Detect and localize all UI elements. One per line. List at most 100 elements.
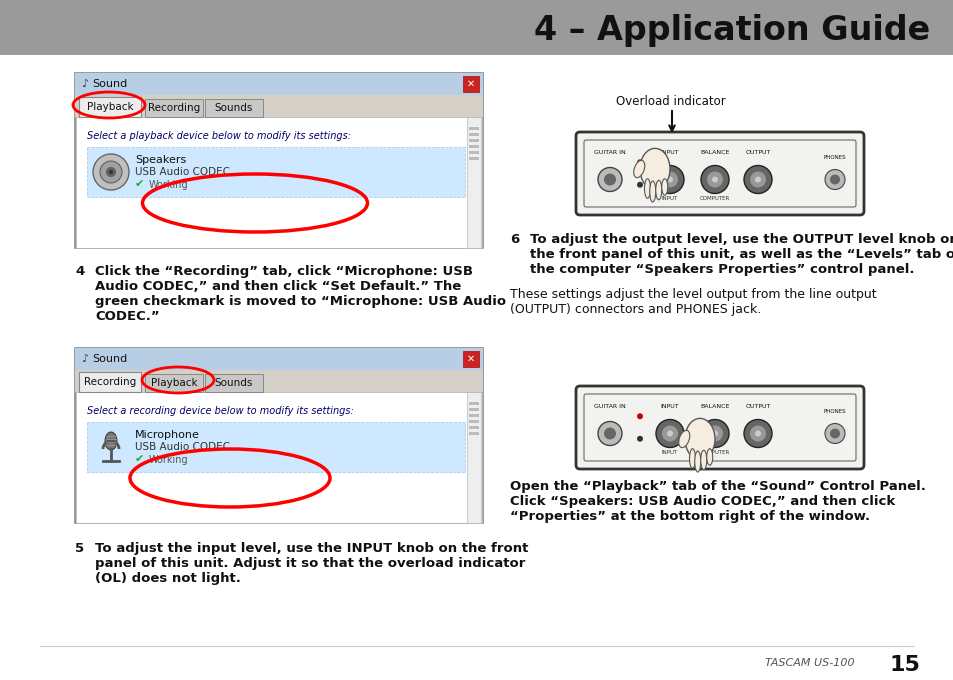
Text: Select a playback device below to modify its settings:: Select a playback device below to modify… <box>87 131 351 141</box>
Circle shape <box>706 171 722 188</box>
Circle shape <box>700 165 728 194</box>
Text: CODEC.”: CODEC.” <box>95 310 159 323</box>
Bar <box>76 117 481 248</box>
Text: green checkmark is moved to “Microphone: USB Audio: green checkmark is moved to “Microphone:… <box>95 295 506 308</box>
Bar <box>0 0 953 55</box>
Bar <box>75 73 482 248</box>
Text: ✕: ✕ <box>466 354 475 364</box>
Circle shape <box>743 420 771 447</box>
Bar <box>75 348 482 523</box>
Circle shape <box>109 170 112 174</box>
Ellipse shape <box>639 148 669 190</box>
Text: 5: 5 <box>75 542 84 555</box>
Text: 15: 15 <box>888 655 919 675</box>
Circle shape <box>824 424 844 443</box>
Text: Click “Speakers: USB Audio CODEC,” and then click: Click “Speakers: USB Audio CODEC,” and t… <box>510 495 894 508</box>
Circle shape <box>711 177 718 182</box>
Text: To adjust the input level, use the INPUT knob on the front: To adjust the input level, use the INPUT… <box>95 542 528 555</box>
Circle shape <box>749 426 765 441</box>
Circle shape <box>598 422 621 445</box>
Text: ♪: ♪ <box>81 354 88 364</box>
Circle shape <box>598 167 621 192</box>
Circle shape <box>656 420 683 447</box>
Text: Select a recording device below to modify its settings:: Select a recording device below to modif… <box>87 406 354 416</box>
Bar <box>469 426 478 429</box>
Circle shape <box>106 167 116 177</box>
Text: Overload indicator: Overload indicator <box>616 95 725 108</box>
Circle shape <box>666 430 672 437</box>
Bar <box>469 151 478 154</box>
Text: Working: Working <box>149 180 189 190</box>
Bar <box>145 99 203 117</box>
Text: OUTPUT: OUTPUT <box>744 150 770 155</box>
Text: 4: 4 <box>75 265 84 278</box>
Text: INPUT: INPUT <box>660 150 679 155</box>
Ellipse shape <box>694 451 700 472</box>
Bar <box>469 145 478 148</box>
Text: INPUT: INPUT <box>661 196 678 201</box>
Bar <box>462 351 478 367</box>
Text: 4 – Application Guide: 4 – Application Guide <box>533 14 929 47</box>
Bar <box>79 372 141 392</box>
Bar <box>75 370 482 392</box>
Bar <box>87 147 464 197</box>
Bar <box>469 414 478 417</box>
Text: To adjust the output level, use the OUTPUT level knob on: To adjust the output level, use the OUTP… <box>530 233 953 246</box>
Bar <box>462 76 478 92</box>
Ellipse shape <box>633 160 644 177</box>
Circle shape <box>706 426 722 441</box>
Text: USB Audio CODEC: USB Audio CODEC <box>135 442 230 452</box>
Circle shape <box>824 169 844 190</box>
Text: ✔: ✔ <box>135 454 144 464</box>
Ellipse shape <box>678 430 689 447</box>
Text: Open the “Playback” tab of the “Sound” Control Panel.: Open the “Playback” tab of the “Sound” C… <box>510 480 925 493</box>
Text: the computer “Speakers Properties” control panel.: the computer “Speakers Properties” contr… <box>530 263 914 276</box>
Ellipse shape <box>105 432 117 450</box>
Circle shape <box>754 430 760 437</box>
Circle shape <box>700 420 728 447</box>
Text: Playback: Playback <box>151 378 197 388</box>
Text: “Properties” at the bottom right of the window.: “Properties” at the bottom right of the … <box>510 510 869 523</box>
Text: Audio CODEC,” and then click “Set Default.” The: Audio CODEC,” and then click “Set Defaul… <box>95 280 460 293</box>
Circle shape <box>829 175 840 184</box>
Ellipse shape <box>649 181 655 202</box>
Text: USB Audio CODEC: USB Audio CODEC <box>135 167 230 177</box>
Bar <box>205 374 263 392</box>
Bar <box>469 157 478 160</box>
Bar <box>75 348 482 370</box>
Text: TASCAM US-100: TASCAM US-100 <box>764 658 854 668</box>
Text: Recording: Recording <box>148 103 200 113</box>
Text: ✔: ✔ <box>135 179 144 189</box>
Ellipse shape <box>655 180 661 200</box>
Bar <box>467 392 480 523</box>
Text: Sound: Sound <box>91 354 127 364</box>
Text: Click the “Recording” tab, click “Microphone: USB: Click the “Recording” tab, click “Microp… <box>95 265 473 278</box>
Text: PHONES: PHONES <box>822 409 845 413</box>
Text: Sounds: Sounds <box>214 378 253 388</box>
Text: ✕: ✕ <box>466 79 475 89</box>
Text: (OL) does not light.: (OL) does not light. <box>95 572 240 585</box>
Text: ♪: ♪ <box>81 79 88 89</box>
Bar <box>469 127 478 130</box>
Bar <box>75 95 482 117</box>
Bar <box>467 117 480 248</box>
Text: Sound: Sound <box>91 79 127 89</box>
Circle shape <box>661 171 678 188</box>
Bar <box>469 420 478 423</box>
Bar <box>469 402 478 405</box>
Text: COMPUTER: COMPUTER <box>700 450 729 455</box>
Circle shape <box>829 428 840 439</box>
Text: Microphone: Microphone <box>135 430 200 440</box>
Ellipse shape <box>700 450 706 470</box>
Bar <box>75 73 482 95</box>
Bar <box>469 139 478 142</box>
Bar <box>79 97 141 117</box>
FancyBboxPatch shape <box>576 132 863 215</box>
Text: GUITAR IN: GUITAR IN <box>594 404 625 409</box>
Ellipse shape <box>689 449 695 469</box>
Circle shape <box>656 165 683 194</box>
Circle shape <box>637 413 642 420</box>
Circle shape <box>666 177 672 182</box>
Circle shape <box>100 161 122 183</box>
Circle shape <box>92 154 129 190</box>
